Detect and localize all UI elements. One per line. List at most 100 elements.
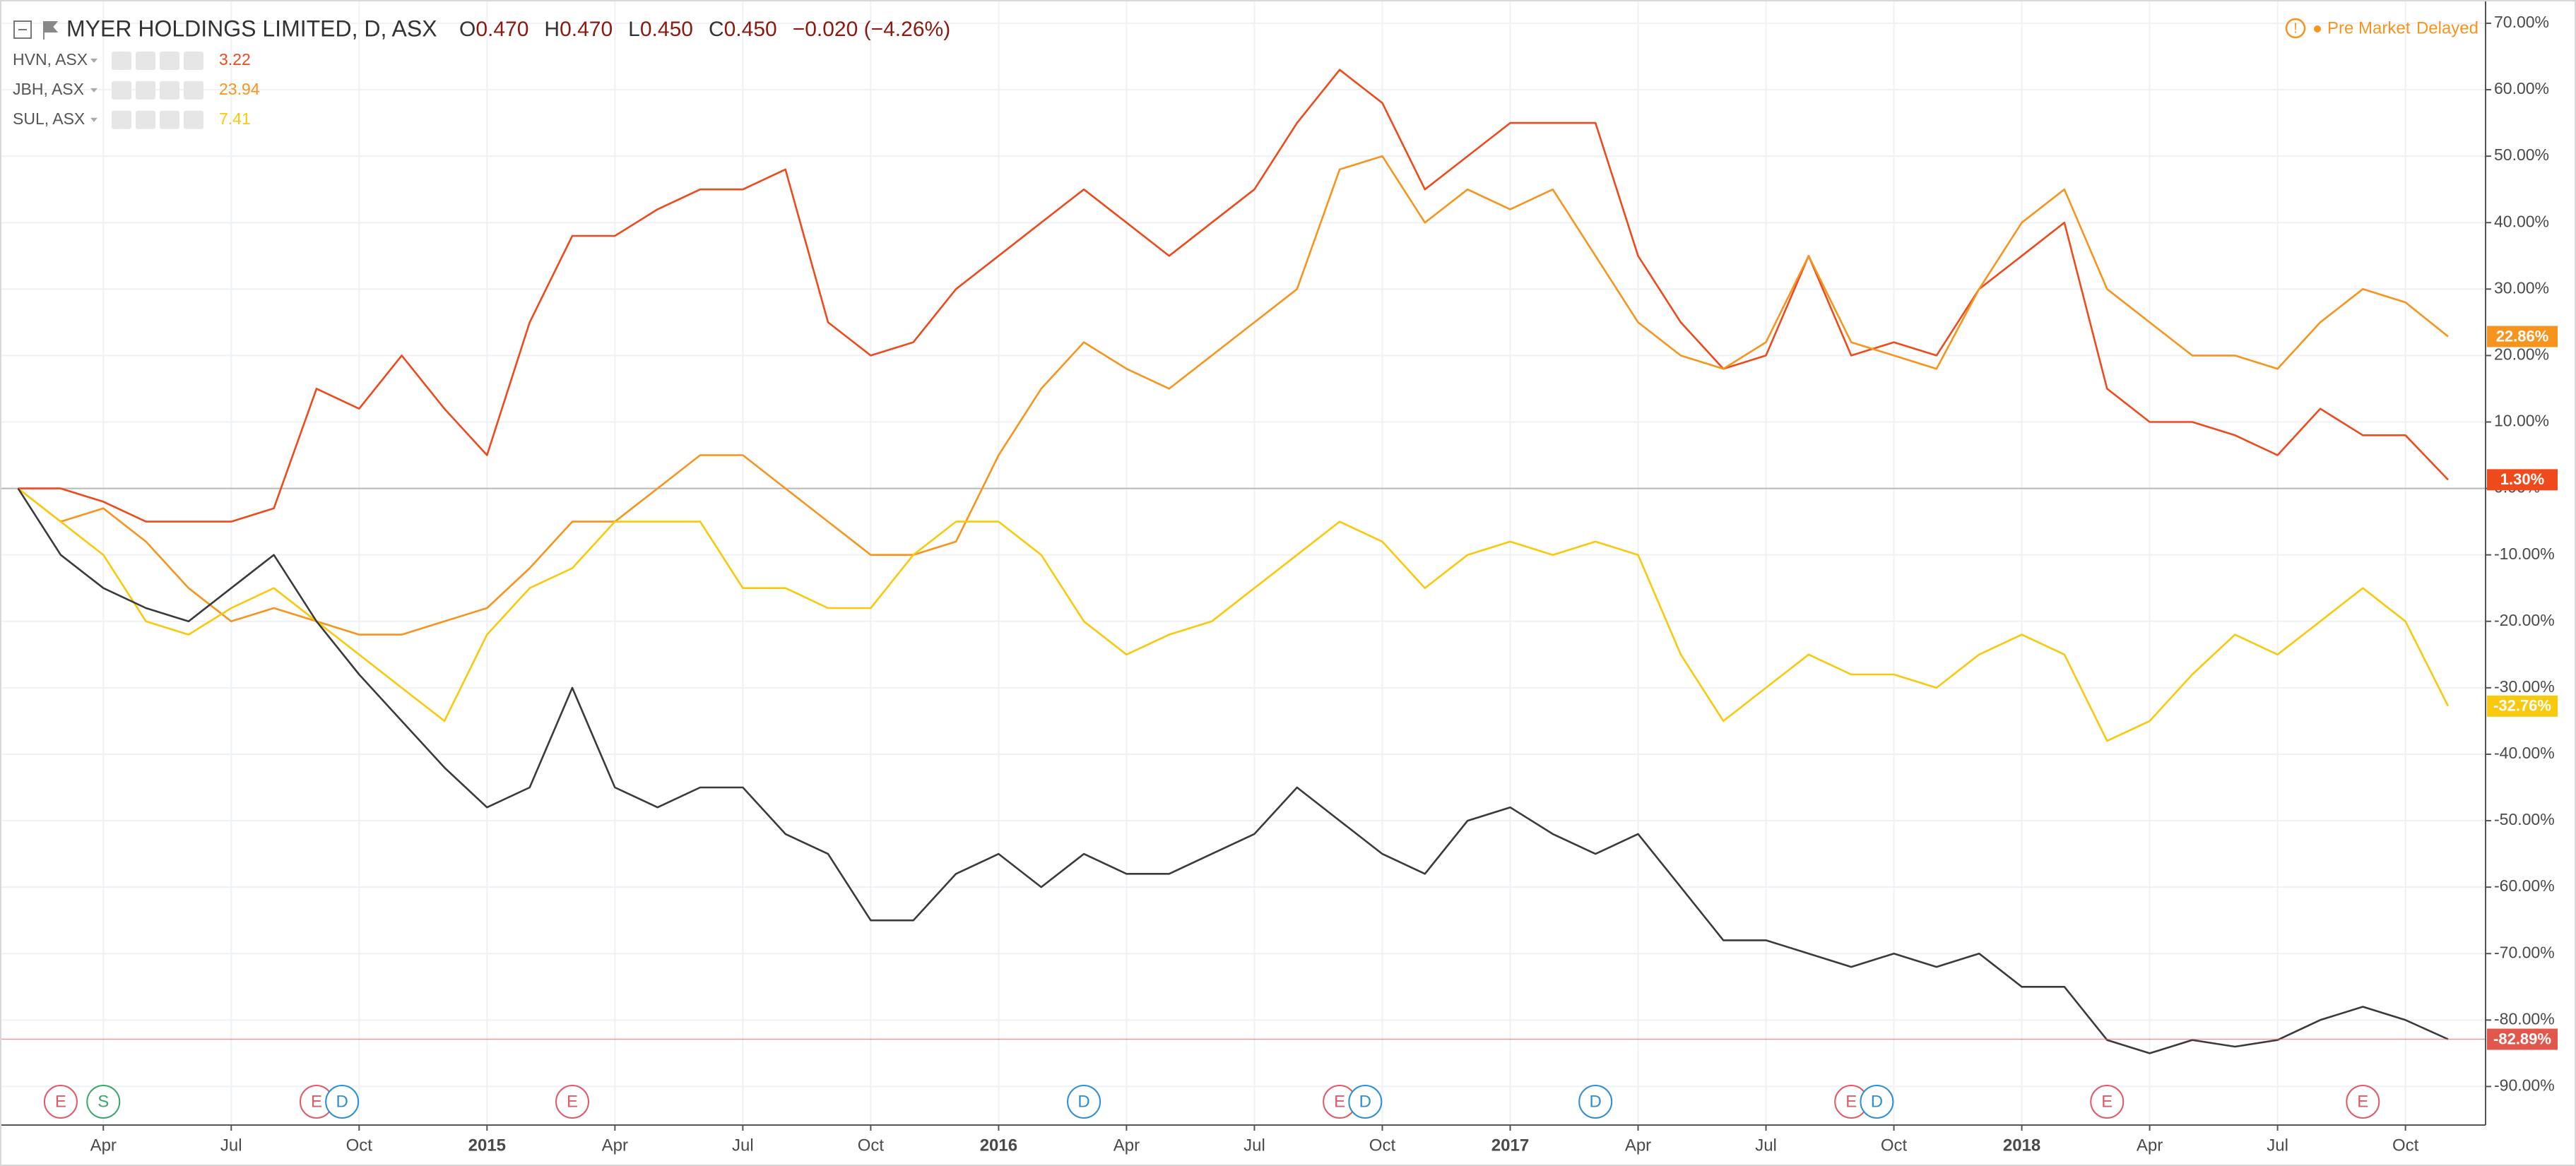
last-value-tag (2487, 1028, 2558, 1050)
y-tick-label: 30.00% (2494, 278, 2549, 297)
legend-button[interactable] (136, 81, 155, 100)
legend-button[interactable] (160, 52, 179, 71)
event-marker[interactable] (2090, 1085, 2125, 1119)
legend-button[interactable] (184, 110, 203, 129)
x-tick-label: Oct (1369, 1136, 1396, 1155)
series-line (17, 487, 2450, 742)
legend-caret (90, 88, 98, 93)
status: Pre Market (2327, 18, 2411, 37)
x-tick-label: Jul (732, 1136, 754, 1155)
series-line (18, 69, 2449, 523)
series-line (17, 487, 2449, 1054)
legend-button[interactable] (160, 110, 179, 129)
x-tick-label: Jul (220, 1136, 242, 1155)
legend-caret (90, 117, 98, 122)
last-value-label: 22.86% (2496, 327, 2549, 345)
event-label: E (311, 1092, 322, 1111)
event-label: E (1334, 1092, 1345, 1111)
y-tick-label: 60.00% (2494, 79, 2549, 97)
y-tick-label: -20.00% (2494, 611, 2555, 629)
grid (0, 0, 2486, 1125)
ohlc-value: 0.470 (475, 18, 528, 41)
x-tick-label: Apr (1625, 1136, 1651, 1155)
ohlc: O0.470 H0.470 L0.450 C0.450 −0.020 (−4.26%) (459, 18, 950, 41)
legend-button[interactable] (136, 52, 155, 71)
legend-button[interactable] (112, 110, 131, 129)
x-tick-label: Apr (1113, 1136, 1140, 1155)
y-tick-label: 20.00% (2494, 345, 2549, 363)
y-tick-label: -40.00% (2494, 744, 2555, 762)
x-tick-label: Jul (1755, 1136, 1777, 1155)
event-marker[interactable] (1860, 1085, 1894, 1119)
event-label: E (55, 1092, 66, 1111)
ohlc-value: 0.470 (560, 18, 613, 41)
y-tick-label: 50.00% (2494, 145, 2549, 164)
series-lines (0, 69, 2486, 1054)
event-label: E (2101, 1092, 2113, 1111)
y-tick-label: 40.00% (2494, 212, 2549, 230)
event-label: D (1077, 1092, 1089, 1111)
x-tick-label: 2018 (2003, 1136, 2040, 1155)
event-marker[interactable] (43, 1085, 78, 1119)
legend-caret (90, 59, 98, 64)
event-label: D (1871, 1092, 1883, 1111)
legend-button[interactable] (112, 52, 131, 71)
y-tick-label: -80.00% (2494, 1009, 2555, 1028)
legend-button[interactable] (184, 52, 203, 71)
x-tick-label: Jul (2267, 1136, 2288, 1155)
legend-name: HVN, ASX (13, 50, 88, 69)
last-value-label: 1.30% (2500, 470, 2544, 488)
event-marker[interactable] (2346, 1085, 2380, 1119)
x-tick-label: Oct (2392, 1136, 2419, 1155)
x-tick-label: 2016 (980, 1136, 1017, 1155)
last-value-tag (2487, 469, 2558, 491)
event-label: S (98, 1092, 109, 1111)
event-label: D (1359, 1092, 1371, 1111)
event-marker[interactable] (86, 1085, 121, 1119)
x-tick-label: Jul (1243, 1136, 1265, 1155)
x-tick-label: 2017 (1491, 1136, 1529, 1155)
legend-price: 7.41 (219, 109, 251, 128)
legend-price: 3.22 (219, 50, 251, 69)
event-marker[interactable] (1578, 1085, 1613, 1119)
event-marker[interactable] (1067, 1085, 1101, 1119)
ohlc-label: L (628, 18, 640, 41)
series-line (17, 155, 2449, 636)
change: −0.020 (−4.26%) (793, 18, 951, 41)
status-icon (2285, 18, 2306, 39)
last-value-tag (2487, 326, 2558, 347)
y-tick-label: -50.00% (2494, 810, 2555, 828)
x-tick-label: Apr (2137, 1136, 2163, 1155)
y-tick-label: -30.00% (2494, 677, 2555, 696)
x-tick-label: Oct (1881, 1136, 1908, 1155)
event-marker[interactable] (555, 1085, 590, 1119)
y-tick-label: -10.00% (2494, 545, 2555, 563)
y-tick-label: -70.00% (2494, 943, 2555, 961)
last-value-label: -32.76% (2493, 697, 2551, 715)
legend-button[interactable] (160, 81, 179, 100)
event-marker[interactable] (325, 1085, 360, 1119)
event-label: D (1589, 1092, 1601, 1111)
x-tick-label: Oct (346, 1136, 373, 1155)
x-tick-label: 2015 (468, 1136, 506, 1155)
ohlc-value: 0.450 (724, 18, 777, 41)
legend-price: 23.94 (219, 80, 260, 98)
status-dot (2314, 25, 2321, 32)
event-marker[interactable] (1348, 1085, 1383, 1119)
last-value-label: -82.89% (2493, 1030, 2551, 1047)
ohlc-label: H (544, 18, 560, 41)
legend-button[interactable] (184, 81, 203, 100)
legend-button[interactable] (136, 110, 155, 129)
ohlc-label: C (709, 18, 724, 41)
ohlc-value: 0.450 (640, 18, 693, 41)
collapse-button[interactable] (13, 20, 32, 39)
delay: Delayed (2416, 18, 2478, 37)
flag-icon (43, 21, 59, 40)
y-tick-label: -60.00% (2494, 876, 2555, 895)
legend: MYER HOLDINGS LIMITED, D, ASX O0.470 H0.4… (13, 16, 2478, 129)
legend-button[interactable] (112, 81, 131, 100)
